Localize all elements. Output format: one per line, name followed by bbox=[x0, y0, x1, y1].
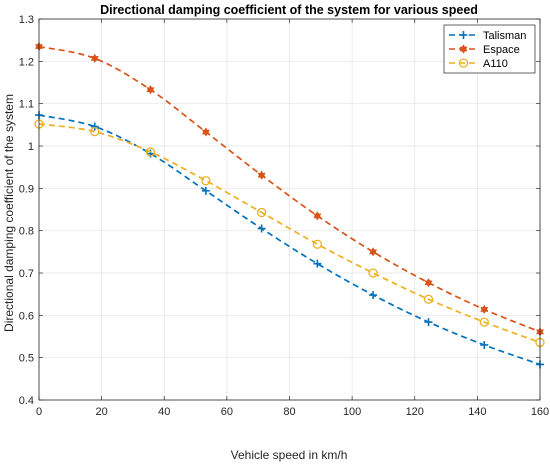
y-tick-label: 1.3 bbox=[19, 14, 34, 26]
data-point-talisman bbox=[480, 340, 489, 349]
ticks: 0 20 40 60 80 100 120 140 160 0.4 0.5 0.6 0.7 0.8 0.9 1… bbox=[19, 14, 549, 418]
legend: Talisman Espace A110 bbox=[443, 24, 536, 74]
x-tick-label: 140 bbox=[468, 406, 486, 418]
data-point-espace bbox=[480, 304, 489, 314]
data-point-a110 bbox=[312, 239, 323, 249]
y-tick-label: 1 bbox=[28, 141, 34, 153]
data-point-talisman bbox=[424, 318, 433, 327]
legend-item-a110: A110 bbox=[449, 58, 508, 70]
x-tick-label: 0 bbox=[36, 406, 42, 418]
x-tick-label: 60 bbox=[221, 406, 233, 418]
data-point-talisman bbox=[257, 224, 266, 233]
data-point-espace bbox=[424, 278, 433, 288]
series-line-a110 bbox=[38, 123, 541, 344]
data-point-espace bbox=[146, 85, 155, 95]
data-point-a110 bbox=[90, 126, 100, 137]
legend-label-a110: A110 bbox=[483, 58, 508, 70]
data-point-a110 bbox=[145, 147, 156, 157]
x-tick-label: 100 bbox=[343, 406, 361, 418]
series-line-talisman bbox=[38, 114, 541, 366]
x-axis-label: Vehicle speed in km/h bbox=[231, 448, 348, 462]
data-point-talisman bbox=[90, 122, 99, 131]
series-espace bbox=[35, 41, 544, 337]
data-point-a110 bbox=[479, 317, 489, 327]
y-tick-label: 1.2 bbox=[19, 56, 34, 68]
legend-item-talisman: Talisman bbox=[449, 30, 526, 42]
data-point-espace bbox=[90, 53, 99, 63]
legend-marker-a110 bbox=[458, 58, 469, 68]
data-point-a110 bbox=[201, 176, 211, 186]
y-tick-label: 0.9 bbox=[19, 183, 34, 195]
legend-marker-espace bbox=[459, 44, 468, 54]
series-line-espace bbox=[38, 45, 541, 333]
legend-marker-talisman bbox=[459, 31, 468, 39]
data-point-a110 bbox=[256, 207, 267, 218]
y-tick-label: 0.5 bbox=[19, 353, 34, 365]
y-axis-label: Directional damping coefficient of the s… bbox=[2, 94, 16, 332]
data-point-espace bbox=[201, 127, 210, 137]
legend-item-espace: Espace bbox=[449, 44, 520, 56]
y-tick-label: 0.7 bbox=[19, 268, 34, 280]
data-point-talisman bbox=[201, 186, 210, 195]
y-tick-label: 0.4 bbox=[19, 395, 34, 407]
data-point-talisman bbox=[313, 259, 322, 268]
y-tick-label: 1.1 bbox=[19, 99, 34, 111]
data-point-talisman bbox=[369, 291, 378, 300]
legend-label-talisman: Talisman bbox=[483, 30, 526, 42]
x-tick-label: 80 bbox=[283, 406, 295, 418]
data-point-a110 bbox=[423, 294, 434, 304]
data-point-espace bbox=[369, 247, 378, 257]
data-point-a110 bbox=[368, 268, 378, 278]
legend-box bbox=[443, 24, 536, 74]
x-tick-label: 40 bbox=[158, 406, 170, 418]
x-tick-label: 120 bbox=[406, 406, 424, 418]
y-tick-label: 0.8 bbox=[19, 226, 34, 238]
data-point-espace bbox=[313, 211, 322, 221]
y-tick-label: 0.6 bbox=[19, 310, 34, 322]
chart-title: Directional damping coefficient of the s… bbox=[100, 3, 478, 17]
x-tick-label: 160 bbox=[531, 406, 549, 418]
legend-label-espace: Espace bbox=[483, 44, 520, 56]
x-tick-label: 20 bbox=[96, 406, 108, 418]
data-point-espace bbox=[257, 170, 266, 180]
